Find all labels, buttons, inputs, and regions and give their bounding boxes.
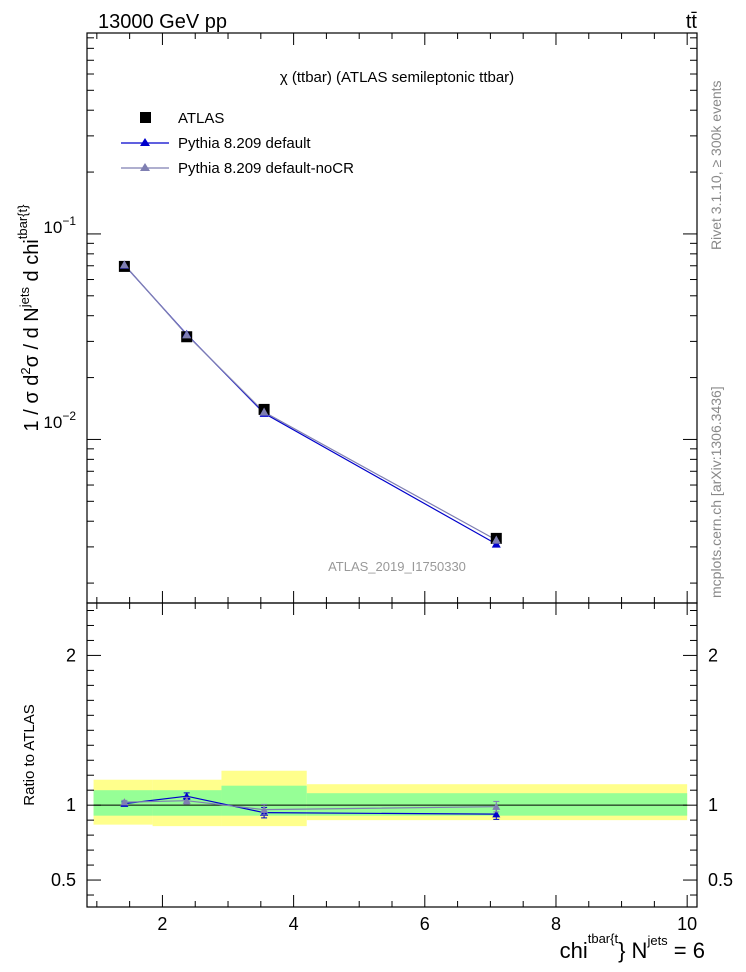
legend-label-atlas: ATLAS xyxy=(178,110,224,127)
ratio-y-tick-label-right: 2 xyxy=(708,645,718,665)
ratio-tick-labels: 2 4 6 8 10 0.5 0.5 1 1 2 2 xyxy=(51,645,733,934)
x-tick-label: 8 xyxy=(551,914,561,934)
ratio-y-tick-label-right: 1 xyxy=(708,795,718,815)
legend-marker-pythia-nocr xyxy=(140,163,150,171)
mc-point-series-2 xyxy=(182,330,192,339)
x-tick-label: 10 xyxy=(677,914,697,934)
legend-label-pythia-default: Pythia 8.209 default xyxy=(178,135,311,152)
ratio-y-tick-label: 2 xyxy=(66,645,76,665)
ratio-line-0 xyxy=(124,795,497,815)
mcplots-label: mcplots.cern.ch [arXiv:1306.3436] xyxy=(708,386,724,598)
legend-marker-atlas xyxy=(140,112,151,123)
mc-point-series-2 xyxy=(119,260,129,269)
analysis-id: ATLAS_2019_I1750330 xyxy=(328,559,466,574)
x-tick-label: 2 xyxy=(157,914,167,934)
legend-marker-pythia-default xyxy=(140,138,150,146)
main-axis-ticks xyxy=(87,33,697,603)
legend: ATLAS Pythia 8.209 default Pythia 8.209 … xyxy=(121,110,354,177)
energy-label: 13000 GeV pp xyxy=(98,11,227,33)
process-label: tt̄ xyxy=(686,11,698,33)
ratio-point-series-1 xyxy=(182,796,191,804)
ratio-series xyxy=(120,792,501,820)
ratio-y-tick-label: 0.5 xyxy=(51,870,76,890)
series-line-2 xyxy=(123,264,497,541)
ratio-plot-frame xyxy=(86,602,698,908)
rivet-label: Rivet 3.1.10, ≥ 300k events xyxy=(708,80,724,250)
ratio-y-tick-label-right: 0.5 xyxy=(708,870,733,890)
ratio-point-series-0 xyxy=(492,810,501,818)
ratio-point-series-1 xyxy=(492,802,501,810)
mc-point-series-2 xyxy=(259,407,269,416)
main-y-axis-title: 1 / σ d2σ / d Njets d chitbar{t} xyxy=(15,204,43,432)
mc-point-series-2 xyxy=(491,535,501,544)
y-tick-label-1e-2: 10−2 xyxy=(43,409,76,432)
main-series xyxy=(118,260,502,548)
ratio-y-axis-title: Ratio to ATLAS xyxy=(21,704,38,805)
x-tick-label: 4 xyxy=(289,914,299,934)
x-axis-title: chitbar{t} Njets = 6 xyxy=(560,931,705,963)
x-tick-label: 6 xyxy=(420,914,430,934)
ratio-axis-ticks xyxy=(87,603,697,907)
ratio-point-series-1 xyxy=(260,805,269,813)
ratio-y-tick-label: 1 xyxy=(66,795,76,815)
ratio-line-1 xyxy=(124,800,497,811)
legend-label-pythia-nocr: Pythia 8.209 default-noCR xyxy=(178,160,354,177)
y-tick-label-1e-1: 10−1 xyxy=(43,214,76,237)
plot-title: χ (ttbar) (ATLAS semileptonic ttbar) xyxy=(280,69,514,86)
ratio-point-series-1 xyxy=(120,798,129,806)
ratio-uncertainty-bands xyxy=(93,770,688,827)
series-line-1 xyxy=(123,264,497,545)
